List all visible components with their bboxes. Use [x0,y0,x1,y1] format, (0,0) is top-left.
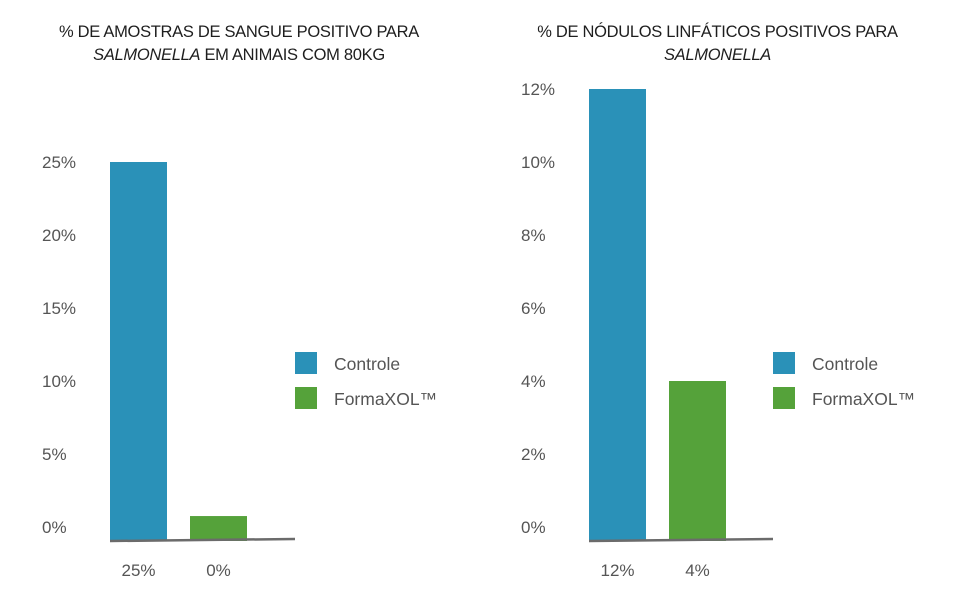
category-label: 4% [685,561,710,580]
chart-title-italic: SALMONELLA [93,46,201,64]
category-label: 0% [206,561,231,580]
y-tick-label: 0% [521,518,546,537]
chart-title-line2: EM ANIMAIS COM 80KG [200,46,385,64]
chart-panel-lymph-nodes: % DE NÓDULOS LINFÁTICOS POSITIVOS PARA S… [478,0,957,594]
chart-title: % DE AMOSTRAS DE SANGUE POSITIVO PARA SA… [0,21,478,67]
y-tick-label: 4% [521,372,546,391]
y-tick-label: 12% [521,80,555,99]
x-axis-line [588,537,774,543]
chart-title-line1: % DE NÓDULOS LINFÁTICOS POSITIVOS PARA [537,23,898,41]
x-axis-line [109,537,296,543]
bar-chart-svg: 0% 2% 4% 6% 8% 10% 12% 12% 4% Controle FormaXOL™ [521,80,915,580]
legend-label: Controle [812,354,878,374]
bar [110,162,167,541]
y-tick-label: 6% [521,299,546,318]
bar [669,381,726,541]
legend-label: Controle [334,354,400,374]
y-tick-label: 20% [42,226,76,245]
y-tick-label: 2% [521,445,546,464]
category-label: 25% [121,561,155,580]
legend-swatch [295,387,317,409]
legend-label: FormaXOL™ [334,389,437,409]
chart-title-italic: SALMONELLA [663,46,772,64]
y-tick-label: 15% [42,299,76,318]
chart-title-line1: % DE AMOSTRAS DE SANGUE POSITIVO PARA [59,23,419,41]
category-label: 12% [600,561,634,580]
y-tick-label: 8% [521,226,546,245]
y-tick-label: 10% [521,153,555,172]
bar [589,89,646,541]
chart-panel-blood-samples: % DE AMOSTRAS DE SANGUE POSITIVO PARA SA… [0,0,478,594]
y-tick-label: 10% [42,372,76,391]
legend-swatch [295,352,317,374]
y-tick-label: 25% [42,153,76,172]
chart-title: % DE NÓDULOS LINFÁTICOS POSITIVOS PARA S… [478,21,957,67]
bar-chart-svg: 0% 5% 10% 15% 20% 25% 25% 0% Controle FormaXOL™ [42,153,437,580]
legend-swatch [773,352,795,374]
legend-swatch [773,387,795,409]
bar [190,516,247,541]
y-tick-label: 5% [42,445,67,464]
y-tick-label: 0% [42,518,67,537]
legend-label: FormaXOL™ [812,389,915,409]
